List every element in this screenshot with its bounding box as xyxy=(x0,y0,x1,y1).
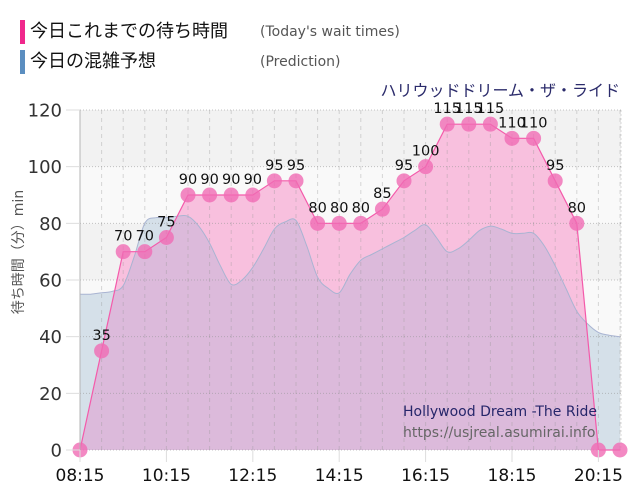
y-tick-label: 120 xyxy=(28,101,62,122)
data-label: 115 xyxy=(433,101,461,117)
legend-sublabel: (Prediction) xyxy=(260,54,341,70)
data-point-marker[interactable] xyxy=(288,173,304,189)
data-point-marker[interactable] xyxy=(374,201,390,217)
data-label: 90 xyxy=(244,172,262,188)
data-point-marker[interactable] xyxy=(461,116,477,132)
data-point-marker[interactable] xyxy=(482,116,498,132)
data-point-marker[interactable] xyxy=(94,343,110,359)
data-label: 115 xyxy=(477,101,505,117)
legend-item-wait-times: 今日これまでの待ち時間 (Today's wait times) xyxy=(20,20,620,50)
data-point-marker[interactable] xyxy=(504,130,520,146)
chart-title: ハリウッドドリーム・ザ・ライド xyxy=(380,81,620,100)
data-point-marker[interactable] xyxy=(331,215,347,231)
data-label: 110 xyxy=(520,115,548,131)
y-tick-label: 0 xyxy=(51,441,62,462)
overlap-area xyxy=(80,215,620,450)
x-tick-label: 08:15 xyxy=(56,466,105,486)
data-point-marker[interactable] xyxy=(158,230,174,245)
data-markers xyxy=(72,116,628,458)
data-point-marker[interactable] xyxy=(526,130,542,146)
data-label: 95 xyxy=(265,158,283,174)
x-tick-label: 12:15 xyxy=(228,466,277,486)
data-label: 95 xyxy=(287,158,305,174)
data-label: 95 xyxy=(546,158,564,174)
x-tick-label: 20:15 xyxy=(574,466,623,486)
y-tick-label: 100 xyxy=(28,157,62,178)
data-point-marker[interactable] xyxy=(612,442,628,458)
legend-sublabel: (Today's wait times) xyxy=(260,24,400,40)
data-label: 80 xyxy=(330,200,348,216)
x-tick-label: 18:15 xyxy=(488,466,537,486)
data-label: 80 xyxy=(308,200,326,216)
data-label: 80 xyxy=(352,200,370,216)
y-tick-label: 80 xyxy=(39,214,62,235)
prediction-line xyxy=(79,214,621,338)
data-point-marker[interactable] xyxy=(353,215,369,231)
data-point-marker[interactable] xyxy=(137,244,153,260)
data-label: 115 xyxy=(455,101,483,117)
y-tick-label: 20 xyxy=(39,384,62,405)
x-tick-label: 10:15 xyxy=(142,466,191,486)
legend-swatch-blue xyxy=(20,50,25,74)
data-point-marker[interactable] xyxy=(569,215,585,231)
data-label: 100 xyxy=(412,144,440,160)
legend-label: 今日これまでの待ち時間 xyxy=(30,21,228,42)
x-tick-label: 16:15 xyxy=(401,466,450,486)
data-point-marker[interactable] xyxy=(115,244,131,260)
data-label: 70 xyxy=(114,229,132,245)
legend-swatch-pink xyxy=(20,20,25,44)
gridlines xyxy=(80,109,622,451)
data-label: 95 xyxy=(395,158,413,174)
data-point-marker[interactable] xyxy=(245,187,261,203)
y-tick-label: 60 xyxy=(39,271,62,292)
axes: 0 20 40 60 80 100 120 08:15 10:15 12:15 14:15 16:15… xyxy=(28,101,623,487)
chart-areas xyxy=(80,124,620,450)
data-label: 35 xyxy=(92,328,110,344)
legend: 今日これまでの待ち時間 (Today's wait times) 今日の混雑予想… xyxy=(20,20,620,80)
y-tick-label: 40 xyxy=(39,327,62,348)
watermark-url: https://usjreal.asumirai.info xyxy=(403,425,595,441)
data-point-marker[interactable] xyxy=(223,187,239,203)
data-label: 90 xyxy=(222,172,240,188)
y-axis-title: 待ち時間（分）min xyxy=(11,190,27,314)
data-label: 85 xyxy=(373,186,391,202)
data-point-marker[interactable] xyxy=(202,187,218,203)
x-tick-label: 14:15 xyxy=(315,466,364,486)
watermark-ride-name: Hollywood Dream -The Ride xyxy=(403,404,597,420)
data-label: 90 xyxy=(179,172,197,188)
data-label: 70 xyxy=(136,229,154,245)
data-point-marker[interactable] xyxy=(547,173,563,189)
data-point-marker[interactable] xyxy=(180,187,196,203)
data-point-marker[interactable] xyxy=(266,173,282,189)
legend-item-prediction: 今日の混雑予想 (Prediction) xyxy=(20,50,620,80)
data-point-marker[interactable] xyxy=(439,116,455,132)
legend-label: 今日の混雑予想 xyxy=(30,51,156,72)
data-point-marker[interactable] xyxy=(396,173,412,189)
data-point-marker[interactable] xyxy=(418,159,434,175)
data-point-marker[interactable] xyxy=(310,215,326,231)
data-label: 75 xyxy=(157,215,175,231)
data-label: 80 xyxy=(568,200,586,216)
data-label: 110 xyxy=(498,115,526,131)
data-label: 90 xyxy=(200,172,218,188)
